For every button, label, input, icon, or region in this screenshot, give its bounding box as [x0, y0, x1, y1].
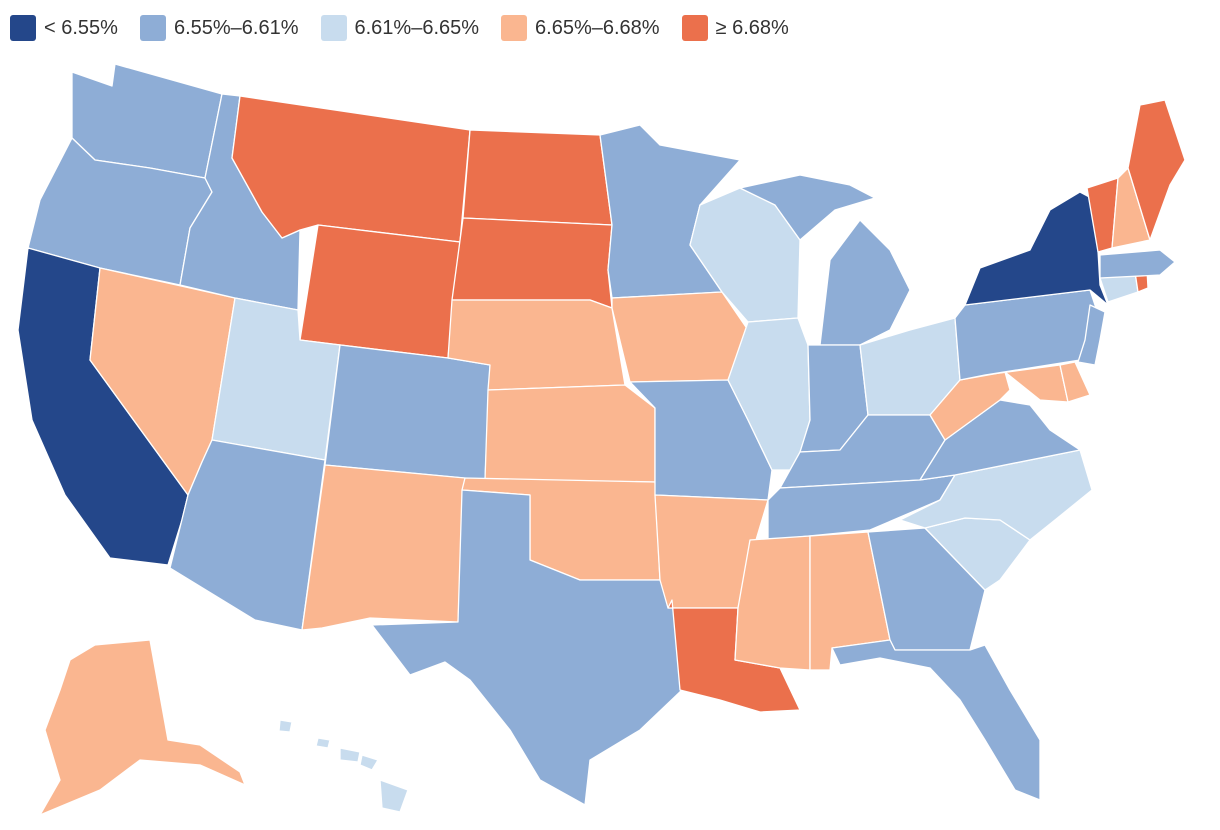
legend-label-lt655: < 6.55%	[44, 16, 118, 39]
state-DE[interactable]	[1059, 361, 1091, 403]
state-IA[interactable]	[611, 291, 749, 383]
legend-item-ge668: ≥ 6.68%	[681, 15, 789, 41]
state-MI[interactable]	[739, 174, 911, 346]
state-TX[interactable]	[371, 489, 683, 806]
state-NM[interactable]	[301, 464, 466, 631]
state-AK[interactable]	[39, 639, 246, 816]
state-ME[interactable]	[1127, 99, 1186, 241]
legend-item-lt655: < 6.55%	[10, 15, 118, 41]
state-KS[interactable]	[484, 384, 656, 483]
state-FL[interactable]	[831, 639, 1041, 801]
legend-label-665-668: 6.65%–6.68%	[535, 16, 660, 39]
legend-swatch-661-665	[320, 15, 347, 41]
legend-item-665-668: 6.65%–6.68%	[501, 15, 660, 41]
legend-swatch-ge668	[681, 15, 708, 41]
state-MT[interactable]	[231, 95, 471, 243]
state-WY[interactable]	[299, 224, 461, 359]
state-CO[interactable]	[324, 344, 491, 481]
state-MA[interactable]	[1099, 249, 1176, 279]
state-SD[interactable]	[451, 217, 613, 309]
state-HI[interactable]	[278, 719, 409, 813]
legend-label-661-665: 6.61%–6.65%	[354, 16, 480, 39]
legend-label-655-661: 6.55%–6.61%	[173, 16, 299, 39]
legend-swatch-665-668	[501, 15, 528, 41]
legend-item-661-665: 6.61%–6.65%	[320, 15, 480, 41]
legend-label-ge668: ≥ 6.68%	[715, 16, 789, 39]
legend-item-655-661: 6.55%–6.61%	[139, 15, 299, 41]
state-NY[interactable]	[964, 191, 1109, 306]
legend-swatch-655-661	[139, 15, 166, 41]
legend-swatch-lt655	[10, 15, 36, 41]
state-ND[interactable]	[462, 129, 613, 226]
state-NJ[interactable]	[1077, 304, 1106, 366]
legend: < 6.55% 6.55%–6.61% 6.61%–6.65% 6.65%–6.…	[10, 13, 811, 43]
